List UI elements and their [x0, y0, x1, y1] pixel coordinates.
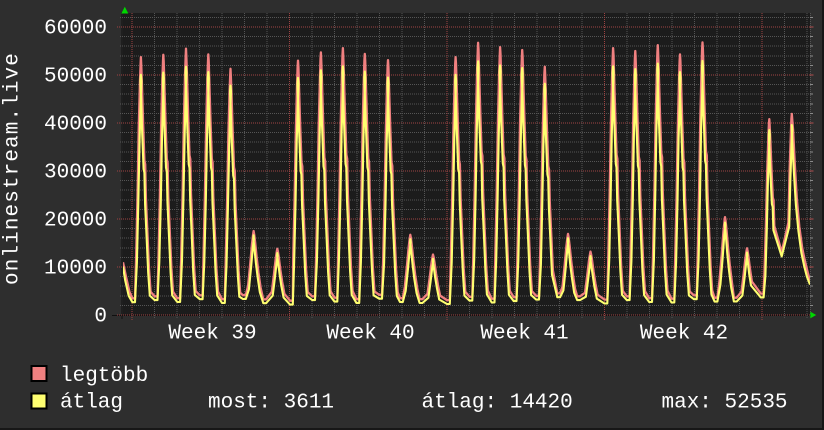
- svg-text:50000: 50000: [44, 66, 107, 89]
- svg-text:10000: 10000: [44, 258, 107, 281]
- svg-text:max: 52535: max: 52535: [662, 392, 788, 415]
- svg-text:átlag: átlag: [60, 392, 123, 415]
- svg-text:Week 42: Week 42: [640, 323, 728, 346]
- svg-text:Week 40: Week 40: [326, 323, 414, 346]
- svg-text:onlinestream.live: onlinestream.live: [2, 52, 25, 285]
- svg-text:most: 3611: most: 3611: [208, 392, 334, 415]
- svg-text:20000: 20000: [44, 210, 107, 233]
- svg-text:átlag: 14420: átlag: 14420: [422, 392, 573, 415]
- svg-text:Week 39: Week 39: [168, 323, 256, 346]
- svg-text:40000: 40000: [44, 114, 107, 137]
- svg-text:Week 41: Week 41: [480, 323, 568, 346]
- svg-text:30000: 30000: [44, 162, 107, 185]
- svg-text:60000: 60000: [44, 18, 107, 41]
- svg-text:legtöbb: legtöbb: [60, 365, 148, 388]
- svg-text:0: 0: [94, 306, 107, 329]
